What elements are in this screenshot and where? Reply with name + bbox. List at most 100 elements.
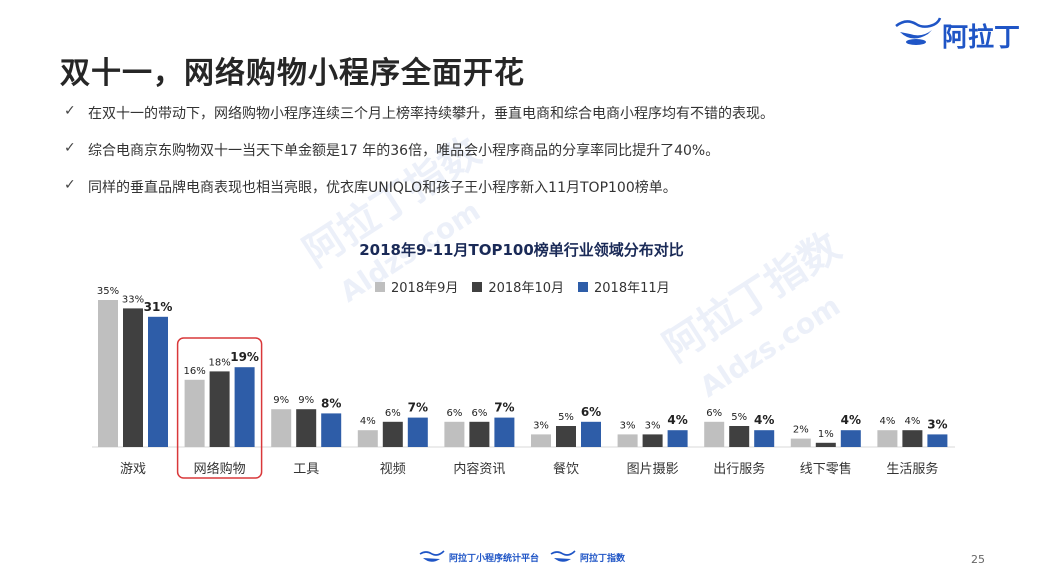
chart-legend: 2018年9月 2018年10月 2018年11月: [375, 277, 670, 296]
category-label: 线下零售: [800, 461, 852, 477]
bar-value-label: 6%: [581, 405, 601, 419]
bar-value-label: 8%: [321, 396, 341, 410]
category-label: 游戏: [120, 462, 146, 477]
bar-value-label: 7%: [494, 401, 514, 415]
bar-value-label: 16%: [183, 366, 205, 377]
legend-swatch-oct: [472, 281, 483, 292]
bar-value-label: 2%: [793, 425, 809, 436]
bar: [840, 430, 861, 447]
bar-value-label: 4%: [360, 416, 376, 427]
check-icon: ✓: [64, 103, 76, 119]
bar-value-label: 4%: [667, 413, 687, 427]
highlight-box: [176, 337, 263, 479]
bullet-item: ✓ 在双十一的带动下，网络购物小程序连续三个月上榜率持续攀升，垂直电商和综合电商…: [64, 103, 774, 140]
bar-value-label: 4%: [904, 416, 920, 427]
footer-logo-text: 阿拉丁指数: [580, 553, 626, 564]
bar-value-label: 6%: [385, 408, 401, 419]
bar: [184, 379, 205, 447]
genie-lamp-icon: [895, 17, 942, 45]
bar-value-label: 7%: [408, 401, 428, 415]
legend-item-oct: 2018年10月: [472, 277, 564, 296]
bar-value-label: 35%: [97, 286, 119, 297]
category-label: 网络购物: [194, 461, 246, 477]
bar-value-label: 1%: [818, 429, 834, 440]
bar-value-label: 5%: [558, 412, 574, 423]
bullet-text: 综合电商京东购物双十一当天下单金额是17 年的36倍，唯品会小程序商品的分享率同…: [88, 143, 720, 159]
bar: [469, 421, 490, 447]
bar-value-label: 5%: [731, 412, 747, 423]
bar: [667, 430, 688, 447]
bar-value-label: 3%: [620, 420, 636, 431]
brand-logo-text: 阿拉丁: [942, 23, 1021, 53]
bar-value-label: 4%: [841, 413, 861, 427]
bar-value-label: 18%: [208, 357, 230, 368]
bar: [556, 426, 576, 447]
bar: [234, 367, 255, 447]
bar: [642, 434, 663, 447]
page-number: 25: [971, 553, 985, 566]
bar: [877, 430, 898, 447]
footer-logo-stats: 阿拉丁小程序统计平台: [418, 549, 539, 565]
category-label: 工具: [293, 462, 319, 477]
category-label: 餐饮: [553, 461, 579, 477]
category-label: 出行服务: [713, 461, 765, 477]
bar-value-label: 6%: [706, 408, 722, 419]
bar-value-label: 4%: [754, 413, 774, 427]
footer-logo-text: 阿拉丁小程序统计平台: [449, 553, 540, 564]
chart-title: 2018年9-11月TOP100榜单行业领域分布对比: [359, 241, 684, 259]
bar: [98, 300, 118, 447]
bar-value-label: 6%: [446, 408, 462, 419]
bar: [531, 434, 551, 447]
legend-label: 2018年9月: [391, 281, 459, 296]
category-label: 图片摄影: [627, 462, 679, 477]
check-icon: ✓: [64, 140, 76, 156]
bullet-text: 同样的垂直品牌电商表现也相当亮眼，优衣库UNIQLO和孩子王小程序新入11月TO…: [88, 180, 677, 196]
bar-value-label: 3%: [645, 420, 661, 431]
bar: [123, 308, 143, 447]
brand-logo: 阿拉丁: [892, 14, 1032, 53]
bar: [148, 316, 168, 447]
genie-lamp-icon: [419, 550, 445, 562]
bar-value-label: 33%: [122, 294, 144, 305]
footer-logo-index: 阿拉丁指数: [549, 549, 625, 565]
bar: [790, 438, 811, 447]
legend-label: 2018年10月: [488, 281, 564, 296]
category-label: 生活服务: [886, 461, 938, 477]
bar: [357, 430, 378, 447]
genie-lamp-icon: [550, 550, 576, 562]
bar-value-label: 31%: [144, 300, 173, 314]
legend-label: 2018年11月: [594, 281, 670, 296]
bar: [271, 409, 292, 447]
bar-value-label: 4%: [879, 416, 895, 427]
category-label: 内容资讯: [453, 461, 505, 477]
bar: [704, 421, 725, 447]
footer-logos: 阿拉丁小程序统计平台 阿拉丁指数: [418, 549, 625, 565]
bar: [209, 371, 230, 447]
bar: [494, 417, 515, 447]
bar: [927, 434, 948, 447]
bar: [296, 409, 317, 447]
legend-item-sep: 2018年9月: [375, 277, 458, 296]
bar: [729, 426, 750, 447]
bullet-item: ✓ 同样的垂直品牌电商表现也相当亮眼，优衣库UNIQLO和孩子王小程序新入11月…: [64, 177, 774, 214]
legend-swatch-nov: [578, 281, 588, 292]
bar: [617, 434, 638, 447]
category-label: 视频: [380, 462, 406, 477]
legend-swatch-sep: [375, 281, 385, 292]
bar-value-label: 9%: [298, 395, 314, 406]
bullet-item: ✓ 综合电商京东购物双十一当天下单金额是17 年的36倍，唯品会小程序商品的分享…: [64, 140, 774, 177]
bar: [902, 430, 923, 447]
bullet-list: ✓ 在双十一的带动下，网络购物小程序连续三个月上榜率持续攀升，垂直电商和综合电商…: [64, 103, 774, 214]
bar: [321, 413, 342, 447]
bar: [382, 421, 403, 447]
bar: [581, 421, 601, 447]
legend-item-nov: 2018年11月: [578, 277, 670, 296]
check-icon: ✓: [64, 177, 76, 193]
bar: [754, 430, 775, 447]
bar-value-label: 3%: [927, 417, 947, 431]
bar: [444, 421, 465, 447]
bar-value-label: 3%: [533, 420, 549, 431]
page-title: 双十一，网络购物小程序全面开花: [60, 56, 525, 91]
bar: [815, 442, 836, 447]
